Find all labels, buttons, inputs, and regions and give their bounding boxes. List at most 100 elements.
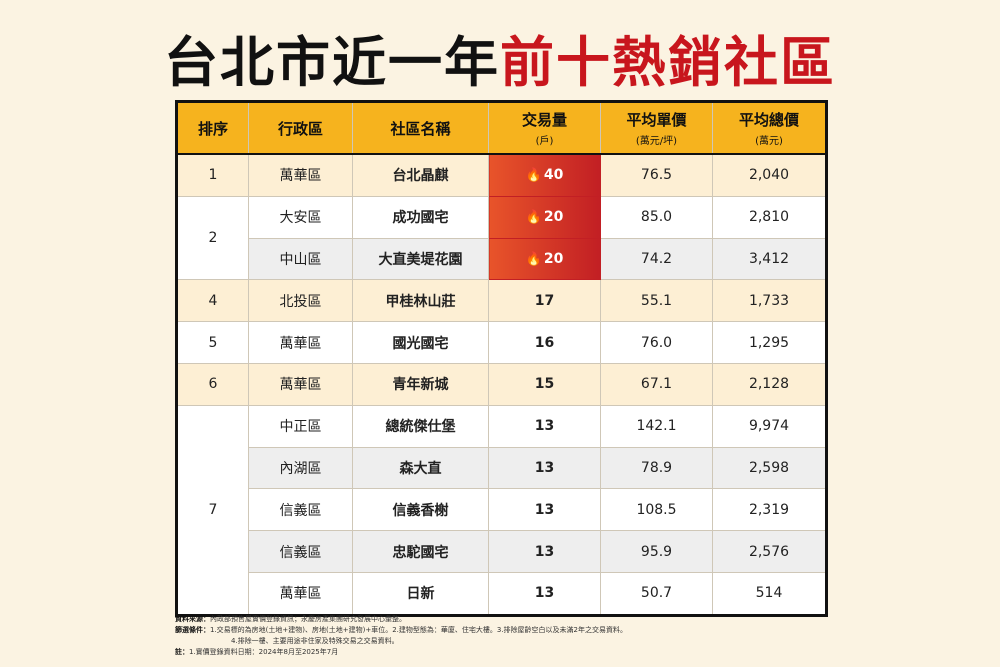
unit-price-cell: 76.0 bbox=[600, 321, 713, 364]
community-cell: 成功國宅 bbox=[352, 195, 489, 239]
note-text: 1.實價登錄資料日期：2024年8月至2025年7月 bbox=[189, 648, 339, 656]
district-cell: 中山區 bbox=[248, 237, 353, 281]
header-district: 行政區 bbox=[248, 101, 353, 155]
rank-cell: 2 bbox=[176, 195, 249, 281]
header-total-price-unit: (萬元) bbox=[755, 136, 783, 147]
total-price-cell: 3,412 bbox=[712, 237, 827, 281]
title-part-black: 台北市近一年 bbox=[164, 31, 500, 94]
community-cell: 總統傑仕堡 bbox=[352, 404, 489, 448]
volume-value: 40 bbox=[543, 167, 564, 184]
district-cell: 萬華區 bbox=[248, 153, 353, 197]
community-cell: 甲桂林山莊 bbox=[352, 279, 489, 323]
community-cell: 森大直 bbox=[352, 446, 489, 490]
fire-icon: 🔥 bbox=[525, 168, 542, 184]
header-unit-price-unit: (萬元/坪) bbox=[635, 136, 678, 147]
volume-value: 20 bbox=[543, 209, 564, 226]
total-price-cell: 1,733 bbox=[712, 279, 827, 323]
header-unit-price-label: 平均單價 bbox=[626, 111, 687, 129]
volume-cell: 13 bbox=[488, 446, 601, 490]
header-community: 社區名稱 bbox=[352, 101, 489, 155]
page-title: 台北市近一年前十熱銷社區 bbox=[0, 28, 1000, 98]
table-row: 2 大安區 成功國宅 🔥 20 85.0 2,810 bbox=[176, 195, 827, 281]
unit-price-cell: 67.1 bbox=[600, 362, 713, 406]
table-row: 5 萬華區 國光國宅 16 76.0 1,295 bbox=[176, 321, 827, 364]
header-volume-label: 交易量 bbox=[521, 111, 567, 129]
district-cell: 信義區 bbox=[248, 488, 353, 532]
table-row: 4 北投區 甲桂林山莊 17 55.1 1,733 bbox=[176, 279, 827, 323]
header-volume-unit: (戶) bbox=[535, 136, 554, 147]
community-cell: 青年新城 bbox=[352, 362, 489, 406]
volume-cell: 🔥 40 bbox=[488, 153, 601, 197]
volume-cell: 13 bbox=[488, 530, 601, 573]
rank-cell: 7 bbox=[176, 404, 249, 616]
community-cell: 國光國宅 bbox=[352, 321, 489, 364]
community-cell: 日新 bbox=[352, 571, 489, 616]
table-header-row: 排序 行政區 社區名稱 交易量 (戶) 平均單價 (萬元/坪) 平均總價 (萬元) bbox=[176, 101, 827, 155]
community-cell: 大直美堤花園 bbox=[352, 237, 489, 281]
filter-note: 篩選條件：1.交易標的為房地(土地+建物)、房地(土地+建物)+車位。2.建物型… bbox=[175, 625, 875, 636]
table-row: 萬華區 日新 13 50.7 514 bbox=[177, 571, 827, 616]
filter-label: 篩選條件： bbox=[175, 626, 210, 634]
unit-price-cell: 55.1 bbox=[600, 279, 713, 323]
total-price-cell: 2,128 bbox=[712, 362, 827, 406]
table-row: 信義區 忠駝國宅 13 95.9 2,576 bbox=[177, 530, 827, 573]
total-price-cell: 9,974 bbox=[712, 404, 827, 448]
district-cell: 大安區 bbox=[248, 195, 353, 239]
table-row: 內湖區 森大直 13 78.9 2,598 bbox=[177, 446, 827, 490]
table-row: 1 萬華區 台北晶麒 🔥 40 76.5 2,040 bbox=[176, 153, 827, 197]
total-price-cell: 2,040 bbox=[712, 153, 827, 197]
total-price-cell: 2,319 bbox=[712, 488, 827, 532]
volume-value: 20 bbox=[543, 250, 564, 267]
table-row: 6 萬華區 青年新城 15 67.1 2,128 bbox=[176, 362, 827, 406]
community-cell: 台北晶麒 bbox=[352, 153, 489, 197]
volume-cell: 13 bbox=[488, 488, 601, 532]
district-cell: 萬華區 bbox=[248, 571, 353, 616]
fire-icon: 🔥 bbox=[525, 210, 542, 226]
community-cell: 忠駝國宅 bbox=[352, 530, 489, 573]
district-cell: 內湖區 bbox=[248, 446, 353, 490]
volume-cell: 🔥 20 bbox=[488, 195, 601, 239]
volume-cell: 13 bbox=[488, 571, 601, 616]
rank-cell: 5 bbox=[176, 321, 249, 364]
volume-cell: 🔥 20 bbox=[488, 237, 601, 281]
unit-price-cell: 142.1 bbox=[600, 404, 713, 448]
volume-cell: 13 bbox=[488, 404, 601, 448]
total-price-cell: 1,295 bbox=[712, 321, 827, 364]
unit-price-cell: 76.5 bbox=[600, 153, 713, 197]
district-cell: 信義區 bbox=[248, 530, 353, 573]
total-price-cell: 514 bbox=[712, 571, 827, 616]
community-cell: 信義香榭 bbox=[352, 488, 489, 532]
district-cell: 萬華區 bbox=[248, 321, 353, 364]
header-total-price: 平均總價 (萬元) bbox=[712, 101, 827, 155]
header-total-price-label: 平均總價 bbox=[738, 111, 799, 129]
rank-cell: 4 bbox=[176, 279, 249, 323]
header-unit-price: 平均單價 (萬元/坪) bbox=[600, 101, 713, 155]
volume-cell: 17 bbox=[488, 279, 601, 323]
total-price-cell: 2,598 bbox=[712, 446, 827, 490]
volume-cell: 15 bbox=[488, 362, 601, 406]
source-note: 資料來源：內政部預售屋實價登錄資訊；永慶房產集團研究發展中心彙整。 bbox=[175, 614, 875, 625]
title-part-red: 前十熱銷社區 bbox=[500, 31, 836, 94]
filter-note-continued: 4.排除一樓、主要用途非住家及特殊交易之交易資料。 bbox=[231, 637, 399, 645]
district-cell: 萬華區 bbox=[248, 362, 353, 406]
unit-price-cell: 78.9 bbox=[600, 446, 713, 490]
volume-cell: 16 bbox=[488, 321, 601, 364]
note-label: 註： bbox=[175, 648, 189, 656]
district-cell: 北投區 bbox=[248, 279, 353, 323]
rank-cell: 1 bbox=[176, 153, 249, 197]
unit-price-cell: 74.2 bbox=[600, 237, 713, 281]
fire-icon: 🔥 bbox=[525, 251, 542, 267]
unit-price-cell: 85.0 bbox=[600, 195, 713, 239]
unit-price-cell: 50.7 bbox=[600, 571, 713, 616]
ranking-table: 排序 行政區 社區名稱 交易量 (戶) 平均單價 (萬元/坪) 平均總價 (萬元) 1… bbox=[175, 100, 828, 617]
footnotes: 資料來源：內政部預售屋實價登錄資訊；永慶房產集團研究發展中心彙整。 篩選條件：1… bbox=[175, 614, 875, 658]
date-note: 註：1.實價登錄資料日期：2024年8月至2025年7月 bbox=[175, 647, 875, 658]
filter-text: 1.交易標的為房地(土地+建物)、房地(土地+建物)+車位。2.建物型態為：華廈… bbox=[210, 626, 628, 634]
district-cell: 中正區 bbox=[248, 404, 353, 448]
rank-cell: 6 bbox=[176, 362, 249, 406]
unit-price-cell: 108.5 bbox=[600, 488, 713, 532]
header-volume: 交易量 (戶) bbox=[488, 101, 601, 155]
total-price-cell: 2,576 bbox=[712, 530, 827, 573]
table-row: 中山區 大直美堤花園 🔥 20 74.2 3,412 bbox=[177, 237, 827, 281]
source-label: 資料來源： bbox=[175, 615, 210, 623]
